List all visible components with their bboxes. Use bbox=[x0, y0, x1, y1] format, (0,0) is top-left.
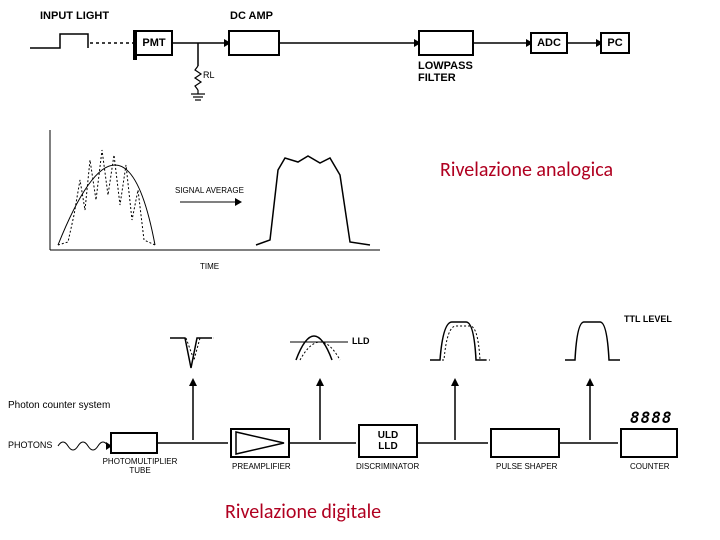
lld-label: LLD bbox=[352, 336, 370, 346]
ttl-label: TTL LEVEL bbox=[624, 314, 672, 324]
pc-text: PC bbox=[607, 37, 622, 49]
rl-label: RL bbox=[203, 70, 215, 80]
lowpass-label: LOWPASS FILTER bbox=[418, 60, 478, 84]
digital-title: Rivelazione digitale bbox=[225, 500, 381, 524]
dcamp-block bbox=[228, 30, 280, 56]
signal-average-label: SIGNAL AVERAGE bbox=[175, 186, 244, 195]
pmt-text: PMT bbox=[142, 37, 165, 49]
dcamp-label: DC AMP bbox=[230, 10, 273, 22]
adc-text: ADC bbox=[537, 37, 561, 49]
lowpass-block bbox=[418, 30, 474, 56]
analog-wires bbox=[0, 0, 720, 120]
analog-title: Rivelazione analogica bbox=[440, 158, 613, 182]
pmt-block: PMT bbox=[135, 30, 173, 56]
time-label: TIME bbox=[200, 262, 219, 271]
adc-block: ADC bbox=[530, 32, 568, 54]
pc-block: PC bbox=[600, 32, 630, 54]
signal-avg-plot bbox=[30, 120, 430, 290]
